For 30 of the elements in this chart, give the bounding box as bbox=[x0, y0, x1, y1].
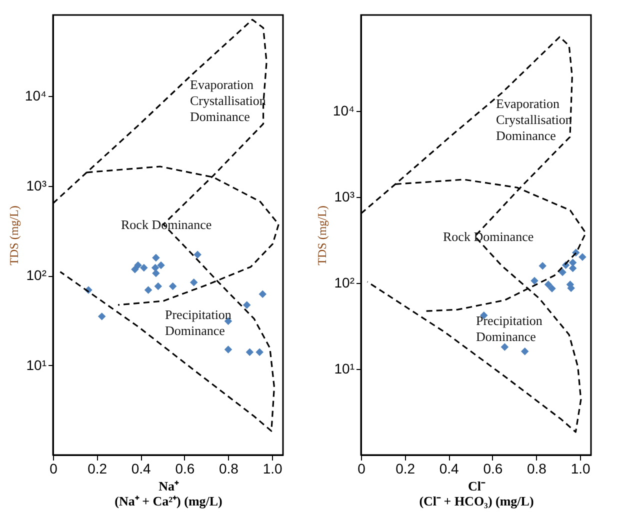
annotation: Evaporation Crystallisation Dominance bbox=[496, 96, 572, 143]
x-axis-title: Cl⁻ (Cl⁻ + HCO₃) (mg/L) bbox=[419, 478, 534, 508]
y-tick-label: 10² bbox=[334, 274, 355, 290]
y-tick-label: 10⁴ bbox=[24, 88, 46, 104]
annotation: Precipitation Dominance bbox=[165, 307, 232, 338]
y-tick-label: 10² bbox=[26, 267, 47, 284]
x-tick-label: 0.6 bbox=[483, 460, 503, 476]
x-tick-label: 0.8 bbox=[527, 460, 547, 476]
x-tick-label: 0.4 bbox=[131, 460, 152, 476]
x-axis-title: Na⁺ (Na⁺ + Ca²⁺) (mg/L) bbox=[114, 478, 222, 508]
y-tick-label: 10¹ bbox=[334, 360, 355, 376]
y-tick-label: 10⁴ bbox=[332, 102, 354, 118]
x-tick-label: 0 bbox=[50, 460, 58, 476]
x-tick-label: 0.8 bbox=[219, 460, 239, 476]
x-tick-label: 1.0 bbox=[570, 460, 590, 476]
annotation: Rock Dominance bbox=[443, 229, 534, 244]
y-tick-label: 10¹ bbox=[26, 356, 47, 373]
x-tick-label: 1.0 bbox=[262, 460, 282, 476]
x-tick-label: 0.2 bbox=[396, 460, 416, 476]
y-tick-label: 10³ bbox=[334, 188, 355, 204]
x-tick-label: 0 bbox=[358, 460, 366, 476]
x-tick-label: 0.6 bbox=[175, 460, 195, 476]
annotation: Rock Dominance bbox=[121, 217, 212, 232]
y-tick-label: 10³ bbox=[26, 177, 47, 194]
y-axis-title: TDS (mg/L) bbox=[314, 206, 329, 266]
x-tick-label: 0.4 bbox=[439, 460, 460, 476]
y-axis-title: TDS (mg/L) bbox=[6, 206, 21, 266]
x-tick-label: 0.2 bbox=[88, 460, 108, 476]
annotation: Evaporation Crystallisation Dominance bbox=[190, 77, 266, 124]
annotation: Precipitation Dominance bbox=[476, 313, 543, 344]
